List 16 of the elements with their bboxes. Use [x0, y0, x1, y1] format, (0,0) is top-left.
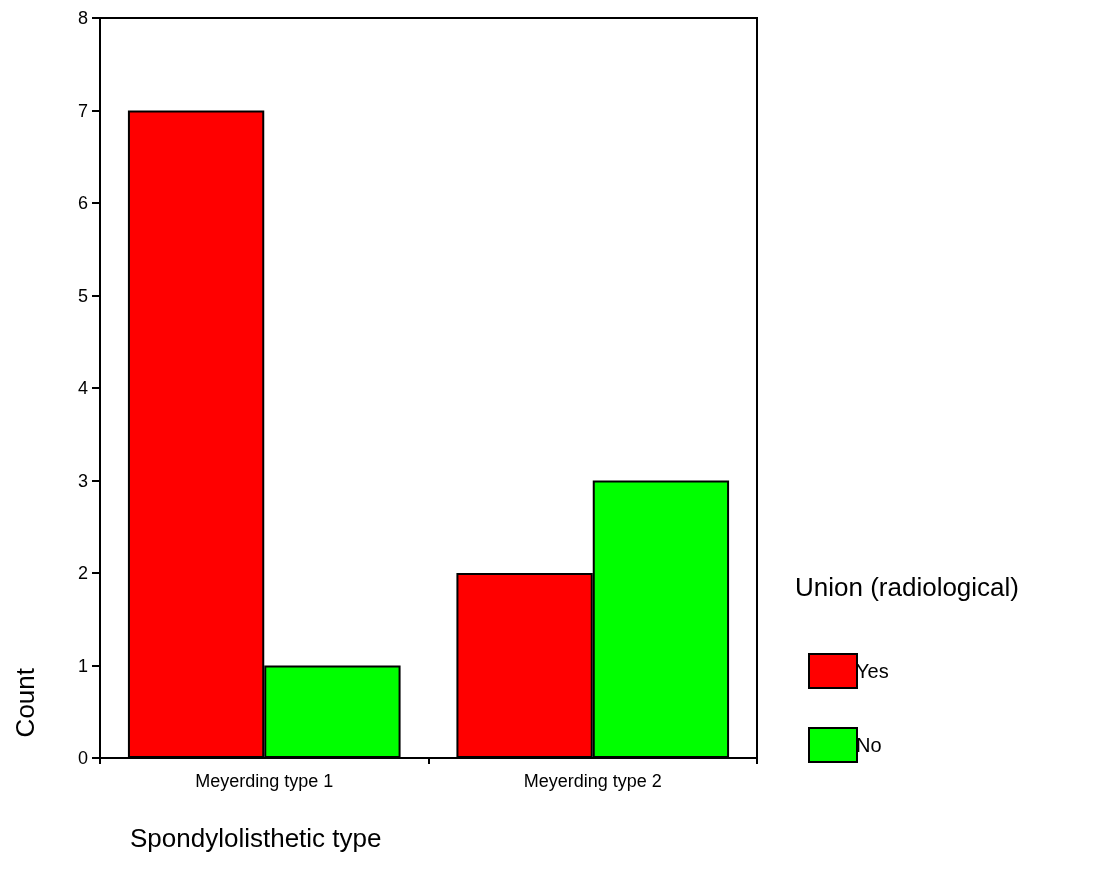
y-tick-label: 7 — [77, 100, 88, 121]
x-tick-label: Meyerding type 1 — [195, 771, 334, 791]
y-tick-label: 1 — [77, 655, 88, 676]
legend-label: No — [856, 734, 882, 756]
legend-title: Union (radiological) — [795, 572, 1019, 602]
legend-label: Yes — [856, 660, 889, 682]
y-tick-label: 2 — [77, 563, 88, 583]
x-axis-title: Spondylolisthetic type — [130, 823, 382, 853]
y-tick-label: 5 — [77, 285, 88, 306]
y-tick-label: 4 — [77, 378, 88, 398]
y-axis-title: Count — [10, 667, 40, 738]
y-tick-label: 3 — [77, 470, 88, 491]
y-tick-label: 6 — [77, 193, 88, 213]
y-tick-label: 8 — [77, 8, 88, 28]
x-tick-label: Meyerding type 2 — [523, 771, 662, 791]
y-tick-label: 0 — [77, 748, 88, 768]
